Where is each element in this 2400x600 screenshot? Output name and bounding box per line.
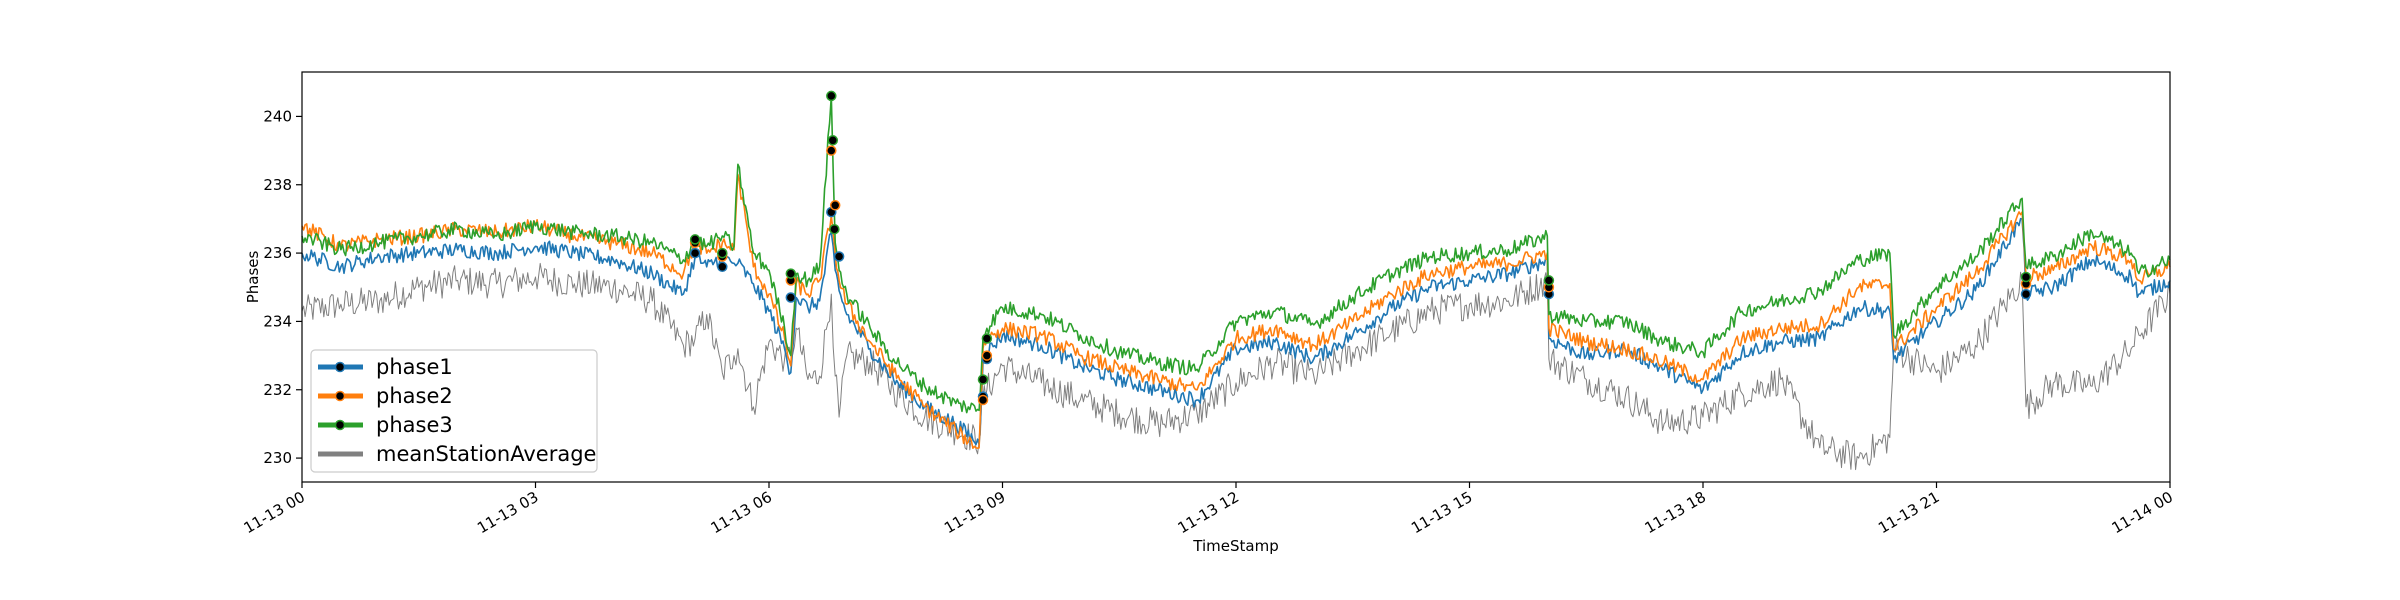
marker-phase1-1 bbox=[717, 261, 728, 273]
x-tick-label: 11-13 00 bbox=[241, 488, 308, 537]
x-tick-label: 11-13 09 bbox=[941, 488, 1008, 537]
series-line-phase2 bbox=[301, 173, 2171, 449]
marker-phase2-5 bbox=[977, 394, 989, 406]
legend-frame bbox=[310, 349, 598, 473]
marker-phase2-4 bbox=[829, 200, 841, 211]
legend: phase1 phase2 phase3 meanStationAverage bbox=[310, 349, 598, 473]
series-line-phase3 bbox=[301, 95, 2171, 414]
x-tick-label: 11-14 00 bbox=[2109, 488, 2176, 537]
marker-phase1-2 bbox=[785, 292, 797, 303]
legend-label-phase3: phase3 bbox=[376, 413, 453, 437]
marker-phase3-0 bbox=[689, 234, 701, 245]
y-axis: 230 232 234 236 238 240 bbox=[263, 107, 302, 467]
series-line-meanStationAverage bbox=[301, 262, 2171, 471]
marker-phase3-7 bbox=[981, 333, 993, 344]
marker-phase3-9 bbox=[2020, 271, 2032, 283]
legend-label-meanStationAverage: meanStationAverage bbox=[376, 442, 596, 466]
legend-marker-phase1 bbox=[334, 361, 346, 373]
marker-phase3-5 bbox=[829, 223, 840, 235]
legend-marker-phase3 bbox=[334, 419, 346, 431]
x-tick-label: 11-13 12 bbox=[1175, 488, 1242, 537]
y-tick-label: 236 bbox=[263, 244, 292, 262]
marker-phase1-8 bbox=[2020, 288, 2032, 300]
series-line-phase1 bbox=[301, 217, 2171, 446]
y-tick-label: 230 bbox=[263, 449, 292, 467]
marker-phase3-2 bbox=[785, 268, 797, 279]
y-tick-label: 240 bbox=[263, 107, 292, 125]
legend-marker-phase2 bbox=[334, 390, 346, 402]
x-axis-label: TimeStamp bbox=[1192, 537, 1278, 555]
x-tick-label: 11-13 15 bbox=[1408, 488, 1475, 537]
x-axis: 11-13 00 11-13 03 11-13 06 11-13 09 11-13 12… bbox=[241, 482, 2176, 537]
y-tick-label: 238 bbox=[263, 176, 292, 194]
legend-label-phase1: phase1 bbox=[376, 355, 453, 379]
y-axis-label: Phases bbox=[244, 251, 262, 304]
marker-phase1-4 bbox=[833, 251, 845, 262]
marker-layer bbox=[689, 90, 2032, 406]
marker-phase1-0 bbox=[689, 247, 701, 259]
marker-phase2-6 bbox=[981, 350, 993, 361]
x-tick-label: 11-13 21 bbox=[1875, 488, 1942, 537]
x-tick-label: 11-13 18 bbox=[1642, 488, 1709, 537]
marker-phase2-3 bbox=[826, 145, 837, 156]
x-tick-label: 11-13 03 bbox=[474, 488, 541, 537]
x-tick-label: 11-13 06 bbox=[708, 488, 775, 537]
series-layer bbox=[301, 95, 2171, 471]
legend-label-phase2: phase2 bbox=[376, 384, 453, 408]
y-tick-label: 232 bbox=[263, 381, 292, 399]
marker-phase3-4 bbox=[827, 135, 839, 146]
marker-phase3-1 bbox=[717, 247, 728, 259]
marker-phase3-8 bbox=[1543, 275, 1555, 286]
marker-phase3-6 bbox=[977, 374, 989, 385]
marker-phase3-3 bbox=[826, 90, 837, 102]
y-tick-label: 234 bbox=[263, 312, 292, 330]
